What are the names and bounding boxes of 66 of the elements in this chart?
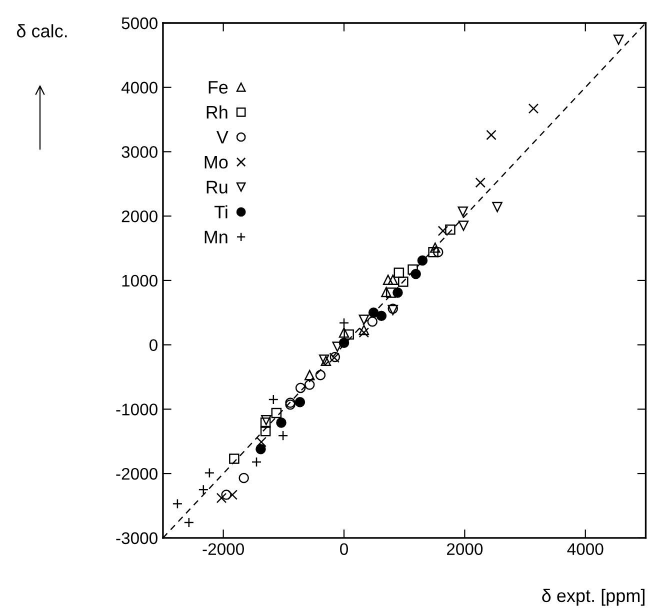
point: [458, 206, 468, 217]
x-tick-label: 0: [340, 543, 348, 556]
point: [458, 220, 469, 231]
legend-label: Mn: [204, 230, 228, 244]
point: [367, 316, 378, 327]
point: [260, 426, 271, 436]
point: [475, 177, 486, 188]
point: [410, 268, 421, 280]
point: [260, 418, 271, 428]
point: [438, 226, 448, 236]
point: [358, 324, 370, 336]
point: [382, 274, 394, 285]
y-tick-label: 5000: [122, 17, 158, 30]
point: [613, 34, 624, 45]
legend-label: Ti: [214, 205, 228, 218]
point: [216, 492, 227, 504]
point: [394, 268, 404, 278]
point: [344, 329, 354, 340]
y-tick-label: 4000: [121, 82, 158, 94]
y-tick-label: 0: [149, 339, 158, 352]
point: [304, 370, 315, 380]
legend-label: Rh: [206, 105, 228, 118]
point: [229, 454, 240, 464]
x-axis-title: δ expt. [ppm]: [542, 588, 644, 606]
y-tick-label: 3000: [122, 146, 158, 158]
point: [408, 264, 418, 275]
point: [486, 130, 496, 140]
point: [256, 444, 266, 454]
x-tick-label: -2000: [202, 543, 244, 556]
legend-label: Fe: [208, 81, 228, 94]
x-tick-label: 4000: [567, 543, 604, 556]
legend-label: Ru: [206, 180, 228, 194]
point: [271, 408, 282, 418]
point: [221, 490, 232, 500]
point: [295, 382, 306, 394]
point: [433, 246, 444, 258]
y-tick-label: 1000: [122, 274, 158, 287]
y-tick-label: -3000: [116, 532, 158, 544]
point: [256, 436, 266, 448]
y-tick-label: -1000: [116, 404, 158, 416]
point: [376, 310, 387, 321]
point: [428, 246, 438, 258]
point: [388, 274, 398, 285]
point: [338, 327, 350, 338]
point: [492, 202, 502, 212]
point: [358, 314, 370, 325]
x-tick-label: 2000: [447, 543, 483, 556]
point: [430, 242, 440, 253]
point: [528, 103, 539, 114]
point: [276, 418, 286, 428]
y-axis-title: δ calc.: [16, 24, 67, 38]
point: [381, 286, 392, 298]
point: [392, 288, 403, 298]
point: [238, 472, 249, 484]
point: [445, 224, 456, 235]
legend-label: V: [216, 131, 228, 144]
y-tick-label: -2000: [116, 468, 158, 480]
point: [338, 338, 350, 348]
point: [261, 414, 272, 426]
point: [294, 396, 306, 408]
legend-label: Mo: [204, 156, 228, 169]
point: [304, 380, 315, 390]
point: [398, 276, 408, 287]
y-tick-label: 2000: [122, 210, 158, 222]
point: [417, 255, 428, 266]
point: [315, 370, 326, 380]
